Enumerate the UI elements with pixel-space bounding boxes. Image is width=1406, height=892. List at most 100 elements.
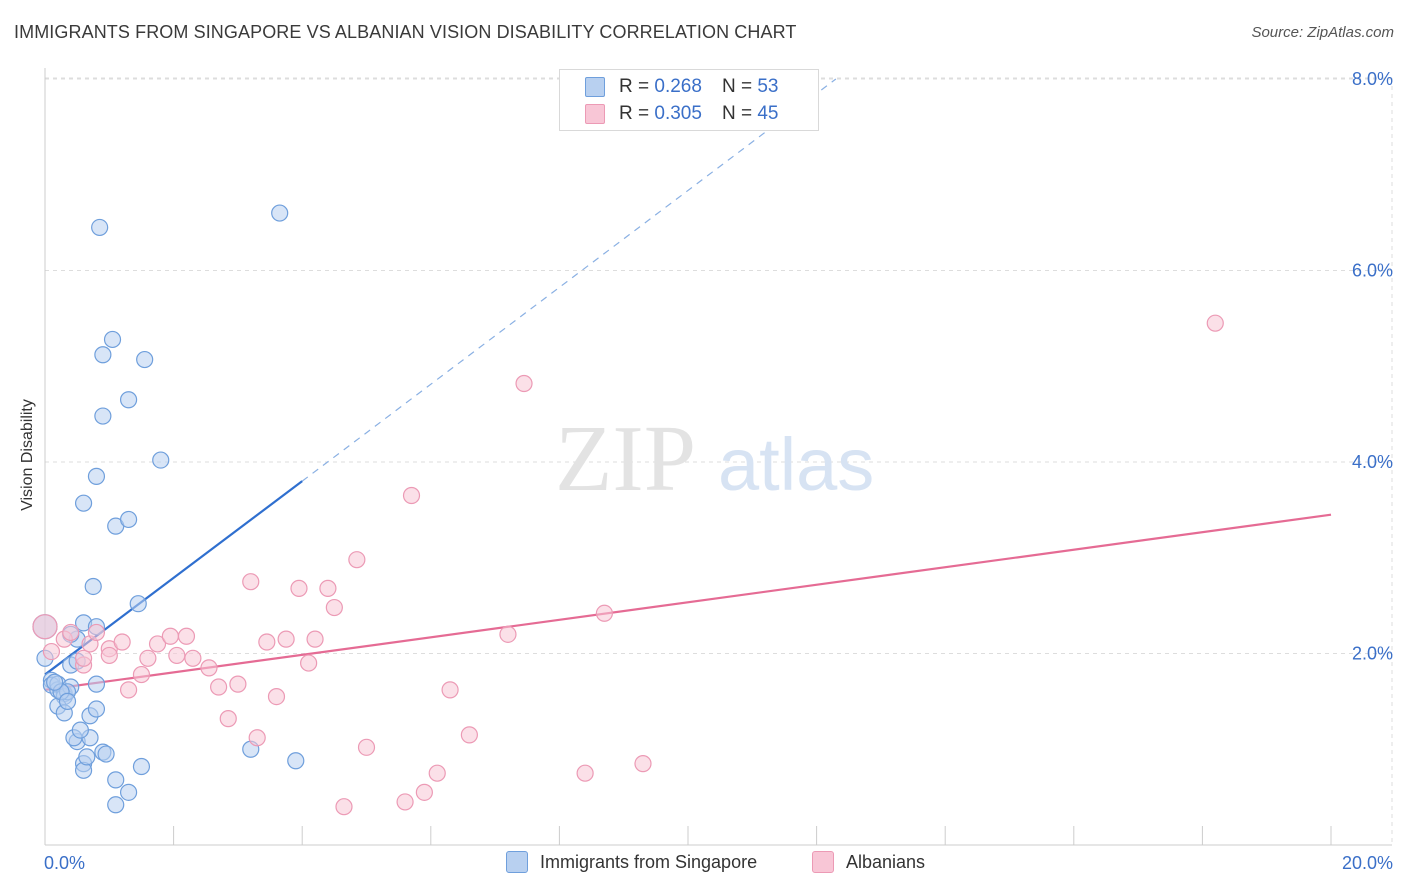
singapore-point	[119, 510, 138, 529]
singapore-point	[107, 796, 125, 814]
singapore-point	[71, 721, 89, 739]
albanians-point	[460, 726, 478, 744]
legend-label: Albanians	[846, 851, 926, 872]
albanians-point	[499, 625, 517, 643]
legend-row-singapore: R = 0.268 N = 53	[585, 75, 778, 99]
singapore-point	[152, 451, 170, 469]
singapore-point	[46, 673, 64, 691]
albanians-point	[168, 646, 186, 665]
albanians-point	[300, 654, 318, 672]
y-tick-label: 8.0%	[1352, 69, 1393, 89]
correlation-legend: R = 0.268 N = 53 R = 0.305 N = 45	[559, 69, 819, 131]
y-tick-label: 4.0%	[1352, 452, 1393, 472]
albanians-point	[200, 659, 218, 677]
albanians-point	[319, 579, 337, 597]
blue-swatch-icon	[506, 851, 528, 873]
singapore-point	[94, 407, 112, 425]
y-tick-label: 2.0%	[1352, 644, 1393, 664]
singapore-point	[119, 391, 138, 409]
albanians-point	[402, 486, 421, 505]
albanians-point	[576, 764, 594, 782]
albanians-point	[87, 623, 106, 642]
tick-labels: 2.0% 4.0% 6.0% 8.0% 0.0% 20.0%	[44, 69, 1393, 873]
n-value: 53	[757, 76, 779, 97]
albanians-point	[515, 374, 533, 393]
albanians-point	[139, 649, 157, 667]
singapore-point	[87, 467, 106, 485]
albanians-point	[428, 764, 446, 782]
pink-swatch-icon	[812, 851, 834, 873]
albanians-point	[177, 627, 196, 645]
albanians-point	[42, 642, 61, 661]
albanians-point	[219, 710, 237, 728]
singapore-point	[119, 783, 138, 801]
albanians-point	[290, 579, 308, 597]
albanians-point	[306, 630, 324, 648]
albanians-point	[258, 633, 276, 651]
albanians-point	[113, 633, 131, 651]
singapore-point	[94, 346, 112, 364]
albanians-point	[348, 551, 366, 569]
singapore-point	[129, 595, 147, 613]
albanians-point	[415, 783, 433, 801]
watermark: ZIP atlas	[555, 407, 874, 511]
chart-title: IMMIGRANTS FROM SINGAPORE VS ALBANIAN VI…	[14, 22, 797, 42]
legend-row-albanians: R = 0.305 N = 45	[585, 102, 778, 126]
singapore-point	[132, 757, 151, 776]
albanians-point	[161, 627, 179, 645]
singapore-point	[78, 748, 96, 766]
singapore-point	[287, 752, 305, 770]
albanians-point	[132, 665, 151, 684]
albanians-point	[267, 687, 286, 706]
n-value: 45	[757, 103, 779, 124]
data-points	[32, 204, 1224, 816]
watermark-atlas: atlas	[718, 423, 874, 506]
axes	[44, 68, 1392, 846]
r-label: R =	[619, 76, 650, 97]
singapore-point	[107, 771, 125, 789]
legend-item-albanians: Albanians	[812, 851, 925, 873]
singapore-point	[91, 218, 109, 237]
albanians-point	[32, 614, 58, 640]
legend-label: Immigrants from Singapore	[540, 851, 758, 872]
singapore-point	[97, 745, 115, 763]
albanians-point	[210, 678, 228, 696]
trend-lines	[44, 78, 1332, 691]
singapore-point	[87, 700, 106, 718]
n-label: N =	[721, 76, 753, 97]
n-label: N =	[721, 103, 753, 124]
y-tick-label: 6.0%	[1352, 261, 1393, 281]
albanians-point	[242, 573, 260, 591]
r-value: 0.305	[654, 103, 702, 124]
albanians-trend-line	[44, 513, 1332, 691]
pink-swatch-icon	[585, 104, 605, 124]
series-legend: Immigrants from Singapore Albanians	[0, 851, 1406, 877]
watermark-zip: ZIP	[555, 407, 696, 511]
albanians-point	[62, 623, 80, 642]
albanians-point	[184, 649, 202, 667]
r-label: R =	[619, 103, 650, 124]
albanians-point	[74, 649, 93, 667]
albanians-point	[634, 755, 652, 773]
blue-swatch-icon	[585, 77, 605, 97]
source-label: Source: ZipAtlas.com	[1251, 24, 1394, 41]
legend-item-singapore: Immigrants from Singapore	[506, 851, 757, 873]
albanians-point	[100, 646, 118, 665]
singapore-point	[271, 204, 289, 222]
singapore-point	[74, 494, 93, 512]
albanians-point	[229, 675, 247, 693]
albanians-point	[441, 681, 459, 699]
albanians-point	[335, 798, 353, 816]
singapore-point	[58, 692, 77, 710]
albanians-point	[396, 793, 414, 811]
albanians-point	[1206, 314, 1224, 332]
singapore-point	[84, 577, 102, 596]
albanians-point	[148, 635, 167, 653]
albanians-point	[357, 738, 376, 756]
x-tick-label: 0.0%	[44, 853, 85, 873]
albanians-point	[277, 630, 295, 648]
albanians-point	[325, 598, 343, 617]
albanians-point	[119, 681, 138, 699]
singapore-point	[87, 675, 106, 693]
x-tick-label: 20.0%	[1342, 853, 1393, 873]
